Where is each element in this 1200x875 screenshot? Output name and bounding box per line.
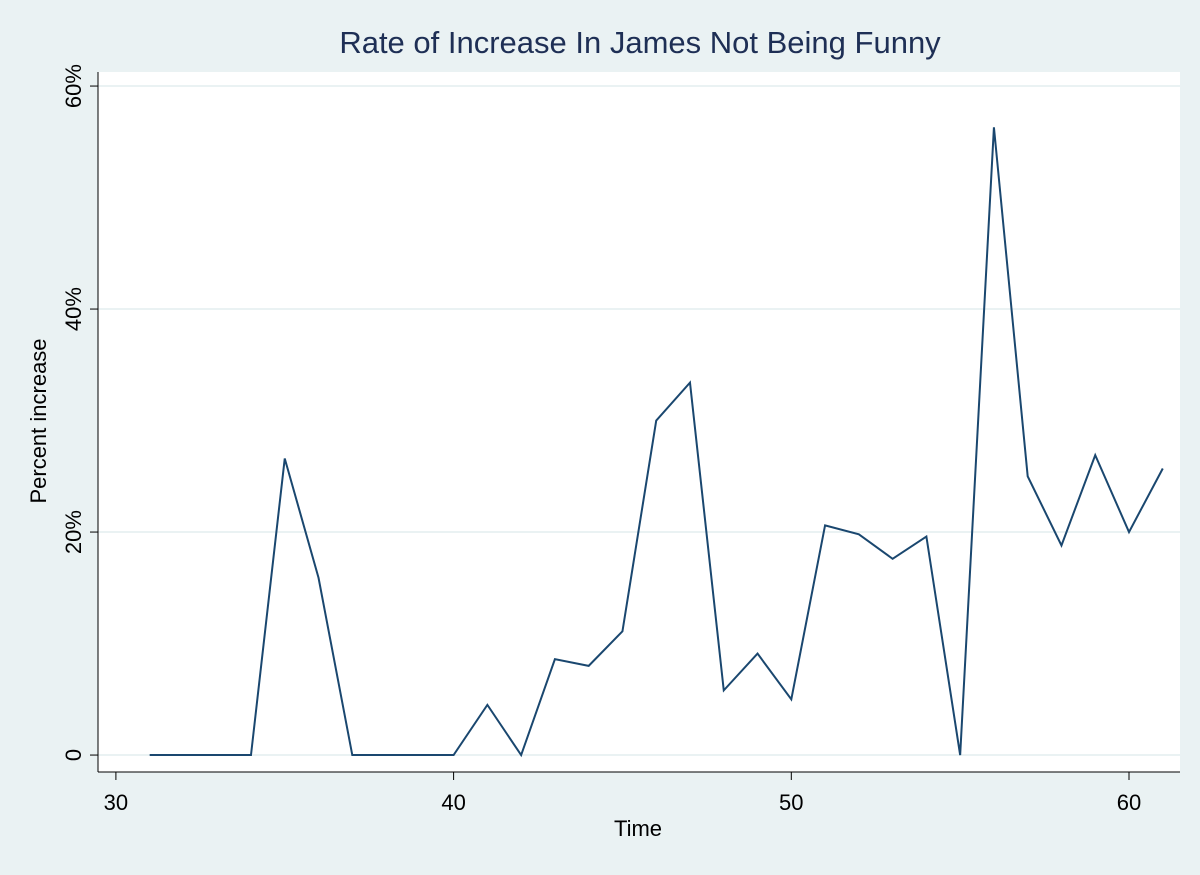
- x-tick-label: 60: [1117, 790, 1141, 815]
- x-tick-label: 30: [104, 790, 128, 815]
- y-axis-label: Percent increase: [26, 338, 51, 503]
- x-tick-label: 50: [779, 790, 803, 815]
- x-tick-label: 40: [441, 790, 465, 815]
- chart-title: Rate of Increase In James Not Being Funn…: [339, 25, 941, 60]
- y-tick-label: 40%: [61, 287, 86, 331]
- data-line: [149, 127, 1164, 758]
- x-axis-label: Time: [614, 816, 662, 841]
- y-tick-label: 0: [61, 749, 86, 761]
- y-tick-label: 60%: [61, 64, 86, 108]
- y-tick-label: 20%: [61, 510, 86, 554]
